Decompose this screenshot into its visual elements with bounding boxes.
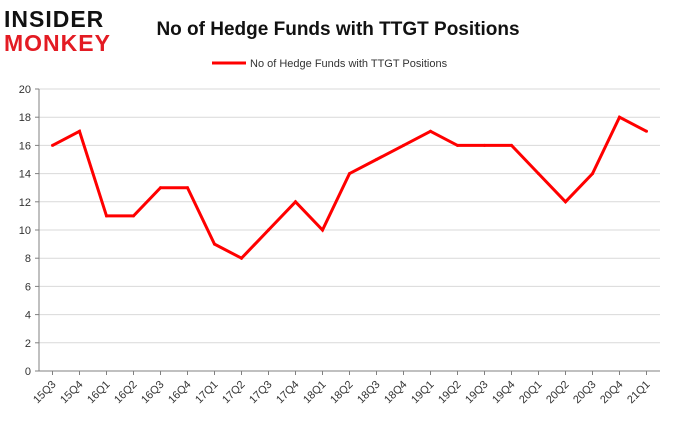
legend-label: No of Hedge Funds with TTGT Positions bbox=[250, 58, 448, 70]
x-tick-label: 18Q4 bbox=[382, 379, 410, 407]
data-point bbox=[645, 129, 648, 133]
x-tick-label: 15Q4 bbox=[58, 379, 86, 407]
logo-line-monkey: MONKEY bbox=[4, 30, 111, 56]
data-point bbox=[402, 143, 405, 147]
y-tick-label: 18 bbox=[19, 112, 31, 124]
insider-monkey-logo: INSIDER MONKEY bbox=[4, 6, 128, 56]
data-point bbox=[51, 143, 54, 147]
y-tick-label: 12 bbox=[19, 197, 31, 209]
chart-title: No of Hedge Funds with TTGT Positions bbox=[156, 19, 519, 40]
x-tick-label: 16Q3 bbox=[139, 379, 167, 407]
x-tick-label: 20Q3 bbox=[571, 379, 599, 407]
data-point bbox=[456, 143, 459, 147]
x-tick-label: 16Q2 bbox=[112, 379, 140, 407]
data-point bbox=[537, 172, 540, 176]
x-tick-label: 17Q1 bbox=[193, 379, 221, 407]
data-point bbox=[321, 228, 324, 232]
data-point bbox=[564, 200, 567, 204]
data-point bbox=[213, 242, 216, 246]
data-point bbox=[132, 214, 135, 218]
data-point bbox=[591, 172, 594, 176]
x-tick-label: 20Q4 bbox=[598, 379, 626, 407]
data-point bbox=[105, 214, 108, 218]
x-tick-label: 17Q3 bbox=[247, 379, 275, 407]
y-tick-label: 14 bbox=[19, 169, 31, 181]
x-axis: 15Q3 15Q4 16Q1 16Q2 16Q3 16Q4 17Q1 17Q2 17Q3 17Q4… bbox=[31, 370, 660, 407]
x-tick-label: 17Q2 bbox=[220, 379, 248, 407]
x-tick-label: 18Q1 bbox=[301, 379, 329, 407]
x-tick-label: 19Q2 bbox=[436, 379, 464, 407]
data-point bbox=[159, 186, 162, 190]
x-tick-label: 19Q3 bbox=[463, 379, 491, 407]
data-point bbox=[348, 172, 351, 176]
x-tick-label: 18Q3 bbox=[355, 379, 383, 407]
data-point bbox=[429, 129, 432, 133]
x-tick-label: 20Q2 bbox=[544, 379, 572, 407]
data-point bbox=[240, 256, 243, 260]
y-tick-label: 20 bbox=[19, 84, 31, 96]
x-tick-label: 19Q4 bbox=[490, 379, 518, 407]
x-tick-label: 20Q1 bbox=[517, 379, 545, 407]
data-point bbox=[483, 143, 486, 147]
data-point bbox=[186, 186, 189, 190]
data-point bbox=[510, 143, 513, 147]
y-tick-label: 6 bbox=[25, 281, 31, 293]
y-tick-label: 10 bbox=[19, 225, 31, 237]
data-point bbox=[618, 115, 621, 119]
x-tick-label: 17Q4 bbox=[274, 379, 302, 407]
y-tick-label: 8 bbox=[25, 253, 31, 265]
series-layer bbox=[51, 115, 648, 261]
x-tick-label: 19Q1 bbox=[409, 379, 437, 407]
y-tick-label: 2 bbox=[25, 338, 31, 350]
data-point bbox=[78, 129, 81, 133]
x-tick-label: 16Q4 bbox=[166, 379, 194, 407]
x-tick-label: 15Q3 bbox=[31, 379, 59, 407]
x-tick-label: 21Q1 bbox=[625, 379, 653, 407]
legend: No of Hedge Funds with TTGT Positions bbox=[212, 58, 448, 70]
x-tick-label: 18Q2 bbox=[328, 379, 356, 407]
y-axis: 0 2 4 6 8 10 12 14 16 18 20 bbox=[19, 84, 40, 378]
data-point bbox=[267, 228, 270, 232]
data-point bbox=[294, 200, 297, 204]
x-tick-label: 16Q1 bbox=[85, 379, 113, 407]
series-line bbox=[51, 115, 648, 261]
y-tick-label: 16 bbox=[19, 140, 31, 152]
logo-line-insider: INSIDER bbox=[4, 6, 105, 32]
y-tick-label: 4 bbox=[25, 310, 31, 322]
data-point bbox=[375, 158, 378, 161]
y-tick-label: 0 bbox=[25, 366, 31, 378]
